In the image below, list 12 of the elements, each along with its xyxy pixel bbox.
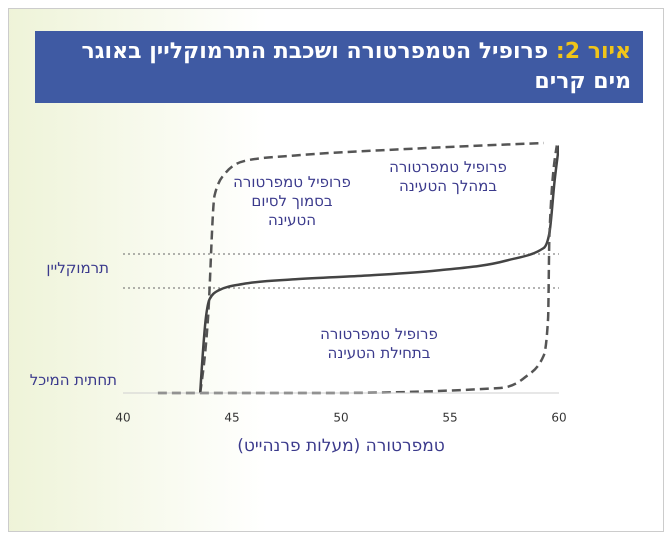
- text: תרמוקליין: [45, 259, 109, 278]
- x-tick-label: 45: [224, 410, 240, 425]
- chart-title: איור 2: פרופיל הטמפרטורה ושכבת התרמוקליין באוגר מים קרים: [35, 31, 643, 103]
- annotation: פרופיל טמפרטורה בסמוך לסיום הטעינה: [232, 173, 352, 230]
- annotation: פרופיל טמפרטורה במהלך הטעינה: [388, 158, 508, 196]
- annotation: פרופיל טמפרטורה בתחילת הטעינה: [319, 325, 439, 363]
- x-tick-label: 50: [333, 410, 349, 425]
- x-tick-label: 60: [551, 410, 567, 425]
- x-axis-title: טמפרטורה (מעלות פרנהייט): [237, 436, 445, 456]
- x-tick-label: 55: [442, 410, 458, 425]
- x-tick-label: 40: [115, 410, 131, 425]
- text: תחתית המיכל: [28, 371, 117, 390]
